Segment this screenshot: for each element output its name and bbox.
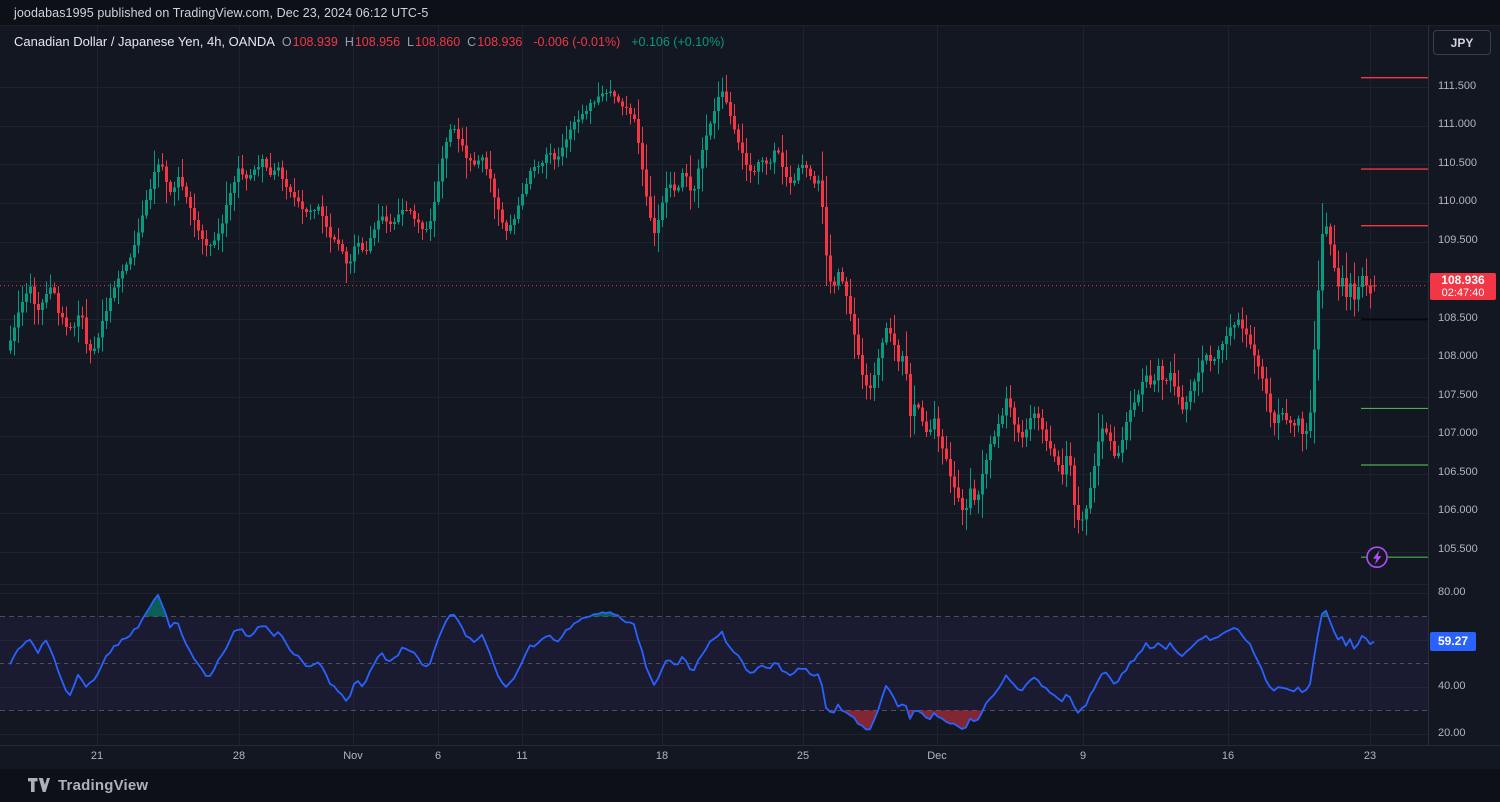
axis-price-label: 109.500 [1438, 234, 1478, 246]
rsi-value-badge: 59.27 [1430, 631, 1476, 651]
ohlc-high-label: H [344, 35, 354, 49]
change-absolute: -0.006 (-0.01%) [533, 35, 621, 49]
time-axis-label: 23 [1363, 750, 1377, 762]
time-axis-label: 9 [1079, 750, 1087, 762]
tradingview-logo-icon [28, 778, 50, 792]
ohlc-open-value: 108.939 [292, 35, 338, 49]
axis-price-label: 105.500 [1438, 543, 1478, 555]
ohlc-close-label: C [467, 35, 477, 49]
ohlc-high-value: 108.956 [354, 35, 401, 49]
axis-price-label: 107.500 [1438, 389, 1478, 401]
axis-price-label: 110.500 [1438, 157, 1477, 169]
current-price-badge: 108.936 02:47:40 [1430, 272, 1496, 300]
publish-bar: joodabas1995 published on TradingView.co… [0, 0, 1500, 26]
bar-countdown: 02:47:40 [1441, 286, 1485, 299]
time-axis-label: 28 [232, 750, 246, 762]
time-axis-label: 18 [655, 750, 669, 762]
ohlc-close-value: 108.936 [477, 35, 523, 49]
current-price-value: 108.936 [1441, 272, 1485, 287]
axis-price-label: 20.00 [1438, 727, 1466, 739]
chart-legend: Canadian Dollar / Japanese Yen, 4h, OAND… [14, 34, 724, 49]
axis-price-label: 111.500 [1438, 80, 1477, 92]
ohlc-low-value: 108.860 [414, 35, 461, 49]
time-axis-label: Nov [343, 750, 363, 762]
time-axis-label: 21 [90, 750, 104, 762]
currency-button[interactable]: JPY [1433, 30, 1491, 55]
flash-icon [1366, 546, 1388, 568]
axis-price-label: 110.000 [1438, 195, 1477, 207]
axis-price-label: 106.500 [1438, 466, 1478, 478]
time-axis[interactable]: 21 28 Nov 6 11 18 25 Dec 9 16 23 [0, 745, 1500, 769]
ohlc-open-label: O [281, 35, 292, 49]
axis-price-label: 108.000 [1438, 350, 1478, 362]
time-axis-label: 11 [516, 750, 528, 762]
tradingview-brand-text: TradingView [58, 777, 149, 794]
axis-price-label: 106.000 [1438, 504, 1478, 516]
price-axis[interactable]: JPY 111.500 111.000 110.500 110.000 109.500 1… [1428, 26, 1500, 745]
time-axis-label: 16 [1221, 750, 1235, 762]
candlestick-rsi-plot[interactable] [0, 26, 1428, 745]
axis-price-label: 80.00 [1438, 586, 1466, 598]
time-axis-label: 25 [796, 750, 810, 762]
symbol-title: Canadian Dollar / Japanese Yen, 4h, OAND… [14, 34, 275, 49]
publish-text: joodabas1995 published on TradingView.co… [14, 5, 429, 20]
axis-price-label: 111.000 [1438, 118, 1477, 130]
footer-bar: TradingView [0, 769, 1500, 802]
time-axis-label: Dec [927, 750, 947, 762]
time-axis-label: 6 [434, 750, 442, 762]
tradingview-brand-link[interactable]: TradingView [28, 777, 148, 794]
change-extended: +0.106 (+0.10%) [631, 35, 725, 49]
chart-area[interactable]: Canadian Dollar / Japanese Yen, 4h, OAND… [0, 26, 1500, 745]
axis-price-label: 107.000 [1438, 427, 1478, 439]
axis-price-label: 108.500 [1438, 312, 1478, 324]
ohlc-low-label: L [407, 35, 414, 49]
axis-price-label: 40.00 [1438, 680, 1466, 692]
